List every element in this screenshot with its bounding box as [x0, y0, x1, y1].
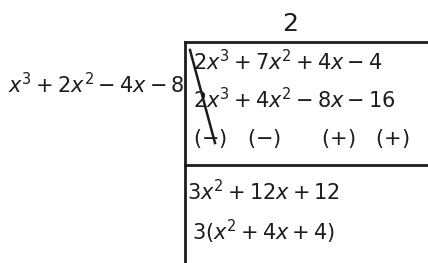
Text: $2x^3 + 4x^2 - 8x - 16$: $2x^3 + 4x^2 - 8x - 16$ [193, 87, 396, 113]
Text: $x^3 + 2x^2 - 4x - 8$: $x^3 + 2x^2 - 4x - 8$ [8, 72, 184, 98]
Text: $2x^3 + 7x^2 + 4x - 4$: $2x^3 + 7x^2 + 4x - 4$ [193, 49, 383, 75]
Text: 2: 2 [282, 12, 298, 36]
Text: $(-) \quad (-) \qquad (+) \quad (+)$: $(-) \quad (-) \qquad (+) \quad (+)$ [193, 127, 410, 149]
Text: $3(x^2 + 4x + 4)$: $3(x^2 + 4x + 4)$ [193, 218, 336, 246]
Text: $3x^2 + 12x + 12$: $3x^2 + 12x + 12$ [187, 179, 341, 205]
